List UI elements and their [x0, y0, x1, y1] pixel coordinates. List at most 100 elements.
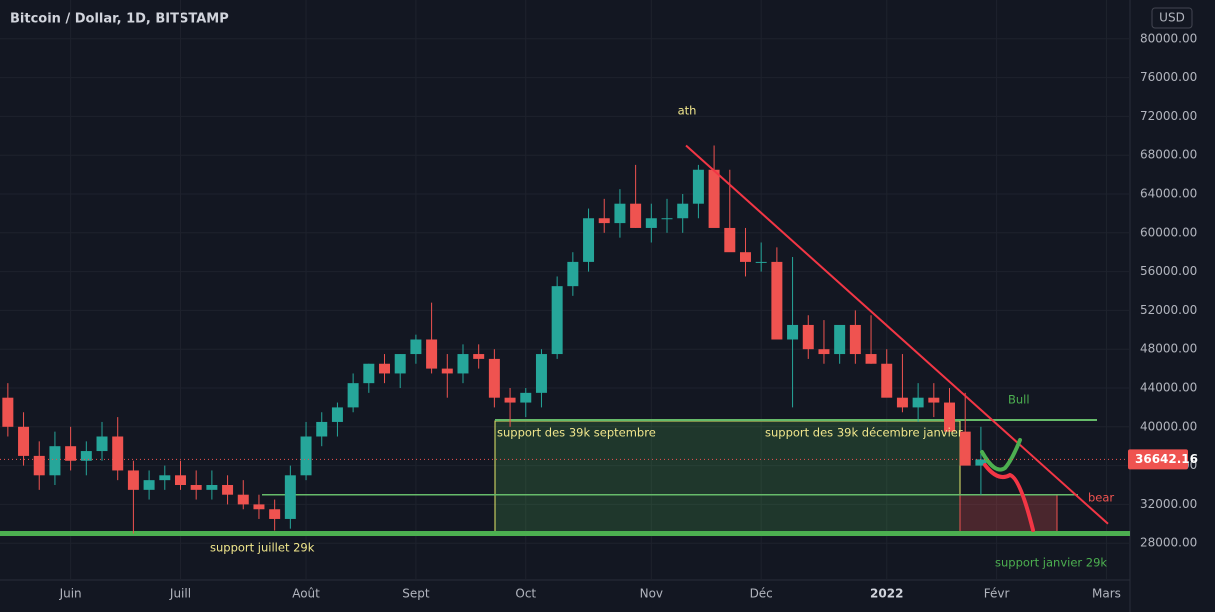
candle-body: [206, 485, 218, 490]
y-tick-label: 60000.00: [1140, 225, 1197, 239]
candle-body: [159, 475, 171, 481]
candle-body: [222, 485, 234, 495]
x-tick-label: Août: [292, 587, 320, 601]
y-tick-label: 40000.00: [1140, 419, 1197, 433]
candle-body: [567, 261, 579, 287]
candle-body: [614, 203, 626, 224]
bear-zone: [959, 494, 1058, 535]
y-tick-label: 64000.00: [1140, 187, 1197, 201]
candle-body: [896, 397, 908, 408]
x-tick-label: Oct: [515, 587, 536, 601]
candle-body: [818, 349, 830, 355]
candle-body: [551, 286, 563, 355]
y-tick-label: 48000.00: [1140, 342, 1197, 356]
y-tick-label: 76000.00: [1140, 70, 1197, 84]
candle-body: [96, 436, 108, 452]
candle-body: [190, 485, 202, 490]
candle-body: [881, 363, 893, 398]
candle-body: [49, 446, 61, 476]
candle-body: [65, 446, 77, 461]
bear-forecast: [983, 463, 1035, 532]
candle-body: [645, 218, 657, 228]
annotation: bear: [1088, 491, 1114, 505]
y-tick-label: 72000.00: [1140, 109, 1197, 123]
trendline: [685, 144, 1109, 525]
annotation: support janvier 29k: [995, 556, 1107, 570]
candle-body: [112, 436, 124, 471]
candle-body: [598, 218, 610, 224]
candle-body: [630, 203, 642, 228]
candle-body: [363, 363, 375, 384]
candle-body: [755, 261, 767, 263]
support-zone: [494, 420, 961, 535]
candle-body: [959, 431, 971, 466]
candle-body: [802, 324, 814, 350]
candle-body: [708, 169, 720, 228]
annotation: Bull: [1008, 393, 1030, 407]
candle-body: [457, 354, 469, 374]
y-tick-label: 68000.00: [1140, 148, 1197, 162]
candle-body: [80, 451, 92, 461]
candle-body: [849, 324, 861, 355]
x-tick-label: Déc: [750, 587, 773, 601]
candle-body: [127, 470, 139, 490]
candle-body: [488, 358, 500, 398]
annotation: ath: [678, 104, 697, 118]
candle-body: [504, 397, 516, 403]
candle-body: [724, 227, 736, 253]
y-tick-label: 56000.00: [1140, 264, 1197, 278]
candle-body: [394, 354, 406, 374]
candle-body: [787, 324, 799, 340]
x-tick-label: Févr: [984, 587, 1010, 601]
candle-body: [347, 383, 359, 408]
x-tick-label: Sept: [402, 587, 430, 601]
candle-body: [331, 407, 343, 422]
candle-body: [912, 397, 924, 408]
candle-body: [143, 480, 155, 490]
annotation: support des 39k septembre: [497, 426, 656, 440]
y-tick-label: 44000.00: [1140, 381, 1197, 395]
candle-body: [944, 402, 956, 432]
candle-body: [771, 261, 783, 340]
candle-body: [865, 354, 877, 364]
currency-box[interactable]: [1151, 7, 1193, 29]
candle-body: [441, 368, 453, 374]
chart-title: Bitcoin / Dollar, 1D, BITSTAMP: [10, 12, 229, 27]
candle-body: [739, 252, 751, 262]
bull-forecast: [980, 438, 1022, 472]
candle-body: [284, 475, 296, 519]
candle-body: [174, 475, 186, 485]
candle-body: [975, 459, 987, 466]
x-tick-label: Juill: [169, 587, 191, 601]
x-tick-label: 2022: [870, 587, 903, 601]
candle-body: [692, 169, 704, 204]
candle-body: [426, 339, 438, 369]
currency[interactable]: USD: [1159, 11, 1185, 25]
candle-body: [253, 504, 265, 510]
candle-body: [473, 354, 485, 359]
candle-body: [18, 426, 30, 456]
annotation: support des 39k décembre janvier: [765, 426, 963, 440]
x-tick-label: Mars: [1092, 587, 1121, 601]
last-price-label: 36642.16: [1135, 452, 1198, 466]
candle-body: [834, 324, 846, 355]
candle-body: [677, 203, 689, 219]
candle-body: [661, 218, 673, 220]
y-tick-label: 80000.00: [1140, 31, 1197, 45]
x-tick-label: Nov: [640, 587, 663, 601]
candle-body: [237, 494, 249, 505]
candle-body: [269, 509, 281, 519]
candle-body: [535, 354, 547, 393]
candle-body: [33, 455, 45, 476]
candle-body: [520, 392, 532, 403]
last-price-box: [1128, 449, 1188, 470]
candle-body: [379, 363, 391, 374]
candle-body: [410, 339, 422, 355]
y-tick-label: 52000.00: [1140, 303, 1197, 317]
x-tick-label: Juin: [59, 587, 82, 601]
y-tick-label: 28000.00: [1140, 536, 1197, 550]
annotation: support juillet 29k: [210, 541, 315, 555]
candle-body: [300, 436, 312, 476]
candle-body: [2, 397, 14, 427]
